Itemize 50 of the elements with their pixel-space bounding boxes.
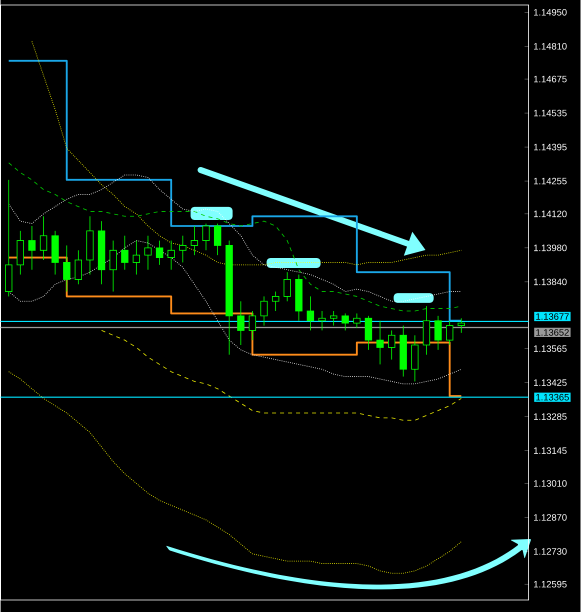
- y-tick-label: 1.13425: [534, 379, 567, 386]
- candlestick: [132, 240, 140, 275]
- candlestick: [179, 235, 187, 263]
- y-tick-label: 1.14950: [534, 9, 567, 16]
- y-tick-label: 1.12870: [534, 514, 567, 521]
- candlestick: [110, 240, 118, 292]
- candlestick: [28, 226, 36, 270]
- y-tick-label: 1.12730: [534, 548, 567, 555]
- candlestick: [214, 223, 222, 256]
- y-tick-label: 1.14255: [534, 178, 567, 184]
- candlestick: [237, 300, 245, 346]
- ref-line-label: 1.13677: [536, 313, 569, 320]
- y-tick-label: 1.14395: [534, 144, 567, 150]
- y-tick-label: 1.14535: [534, 110, 567, 116]
- y-tick-label: 1.13010: [534, 480, 567, 487]
- y-tick-label: 1.14120: [534, 210, 567, 218]
- candlestick: [330, 310, 338, 326]
- candlestick: [248, 310, 256, 341]
- y-tick-label: 1.14675: [534, 76, 567, 82]
- candlestick: [74, 250, 82, 285]
- candlestick: [306, 296, 314, 331]
- candlestick: [63, 245, 71, 292]
- y-tick-label: 1.14810: [534, 43, 567, 50]
- y-tick-label: 1.13565: [534, 345, 567, 352]
- candlestick: [388, 330, 396, 360]
- candlestick: [365, 315, 372, 350]
- candlestick: [190, 226, 198, 256]
- y-tick-label: 1.12595: [534, 580, 567, 588]
- candlestick: [144, 235, 152, 270]
- candlestick: [272, 291, 280, 312]
- ref-line-label: 1.13365: [536, 394, 570, 401]
- candlestick: [446, 320, 454, 346]
- y-tick-label: 1.13145: [534, 447, 567, 454]
- candlestick: [284, 272, 292, 302]
- candlestick: [376, 320, 384, 365]
- candlestick: [260, 296, 268, 326]
- y-tick-label: 1.13840: [534, 278, 567, 286]
- candlestick: [353, 313, 361, 328]
- candlestick: [168, 240, 176, 270]
- ref-line-label: 1.13652: [536, 329, 569, 336]
- candlestick: [318, 310, 326, 331]
- y-tick-label: 1.13285: [534, 413, 567, 420]
- candlestick: [121, 235, 129, 270]
- candlestick: [342, 313, 350, 331]
- candlestick: [202, 223, 210, 251]
- candlestick: [40, 216, 48, 260]
- candlestick: [156, 240, 164, 266]
- candlestick: [458, 318, 466, 334]
- y-tick-label: 1.13980: [534, 244, 567, 252]
- candlestick: [434, 315, 442, 350]
